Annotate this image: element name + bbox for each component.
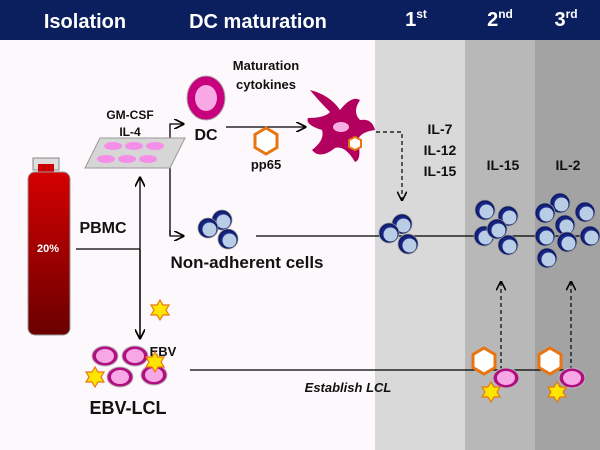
maturation-label: Maturation <box>233 58 300 73</box>
dashed-arrows <box>376 131 571 370</box>
culture-plate-icon <box>84 137 186 169</box>
stim1-cytokine: IL-7 <box>428 121 453 137</box>
stim3-cytokine: IL-2 <box>556 157 581 173</box>
blood-bottle-icon <box>27 157 71 336</box>
pp65-label: pp65 <box>251 157 281 172</box>
non-adherent-label: Non-adherent cells <box>170 253 323 272</box>
il4-label: IL-4 <box>119 125 141 139</box>
gm-csf-label: GM-CSF <box>106 108 153 122</box>
stim2-cytokine: IL-15 <box>487 157 520 173</box>
pbmc-label: PBMC <box>79 220 127 237</box>
mature-dc-icon <box>307 90 375 162</box>
cytokines-label: cytokines <box>236 77 296 92</box>
immature-dc-icon <box>186 75 226 121</box>
establish-lcl-label: Establish LCL <box>305 380 392 395</box>
pp65-antigen-icon <box>253 126 279 156</box>
header-isolation: Isolation <box>44 11 126 33</box>
header-stim3: 3rd <box>554 7 577 31</box>
stim1-cytokine: IL-15 <box>424 163 457 179</box>
dc-label: DC <box>194 127 218 144</box>
header-dc-maturation: DC maturation <box>189 11 327 33</box>
header-stim1: 1st <box>405 7 427 31</box>
ebv-lcl-label: EBV-LCL <box>89 398 166 418</box>
stim1-cytokine: IL-12 <box>424 142 457 158</box>
header-stim2: 2nd <box>487 7 513 31</box>
header-bar <box>0 0 600 40</box>
stim1-band <box>375 40 465 450</box>
bottle-percent: 20% <box>37 243 59 255</box>
